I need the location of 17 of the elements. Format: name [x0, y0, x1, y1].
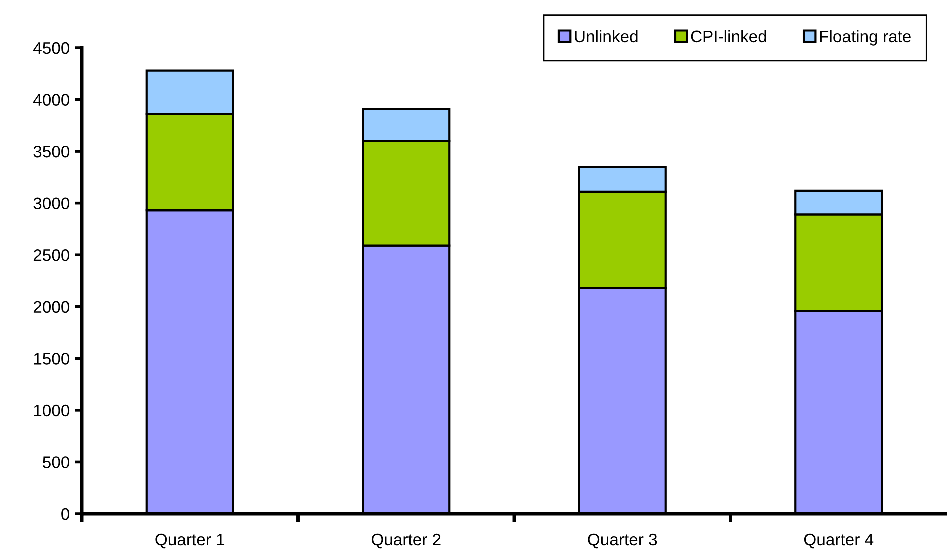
y-tick-label: 4500: [34, 42, 70, 54]
y-tick-label: 2500: [34, 250, 70, 262]
y-tick-label: 500: [43, 456, 70, 468]
y-tick-label: 1000: [34, 404, 70, 417]
x-tick-label: Quarter 1: [156, 534, 225, 549]
y-tick-label: 0: [62, 508, 70, 520]
x-tick-label: Quarter 3: [588, 534, 658, 549]
x-tick-label: Quarter 4: [804, 534, 874, 549]
legend-label: CPI-linked: [691, 30, 766, 43]
y-tick-label: 4000: [34, 94, 70, 106]
legend-label: Floating rate: [820, 30, 911, 46]
y-tick-label: 1500: [34, 353, 70, 365]
legend-label: Unlinked: [575, 30, 638, 43]
y-tick-label: 2000: [34, 301, 70, 314]
y-tick-label: 3000: [34, 198, 70, 210]
y-tick-label: 3500: [34, 146, 70, 158]
x-tick-label: Quarter 2: [372, 534, 441, 549]
